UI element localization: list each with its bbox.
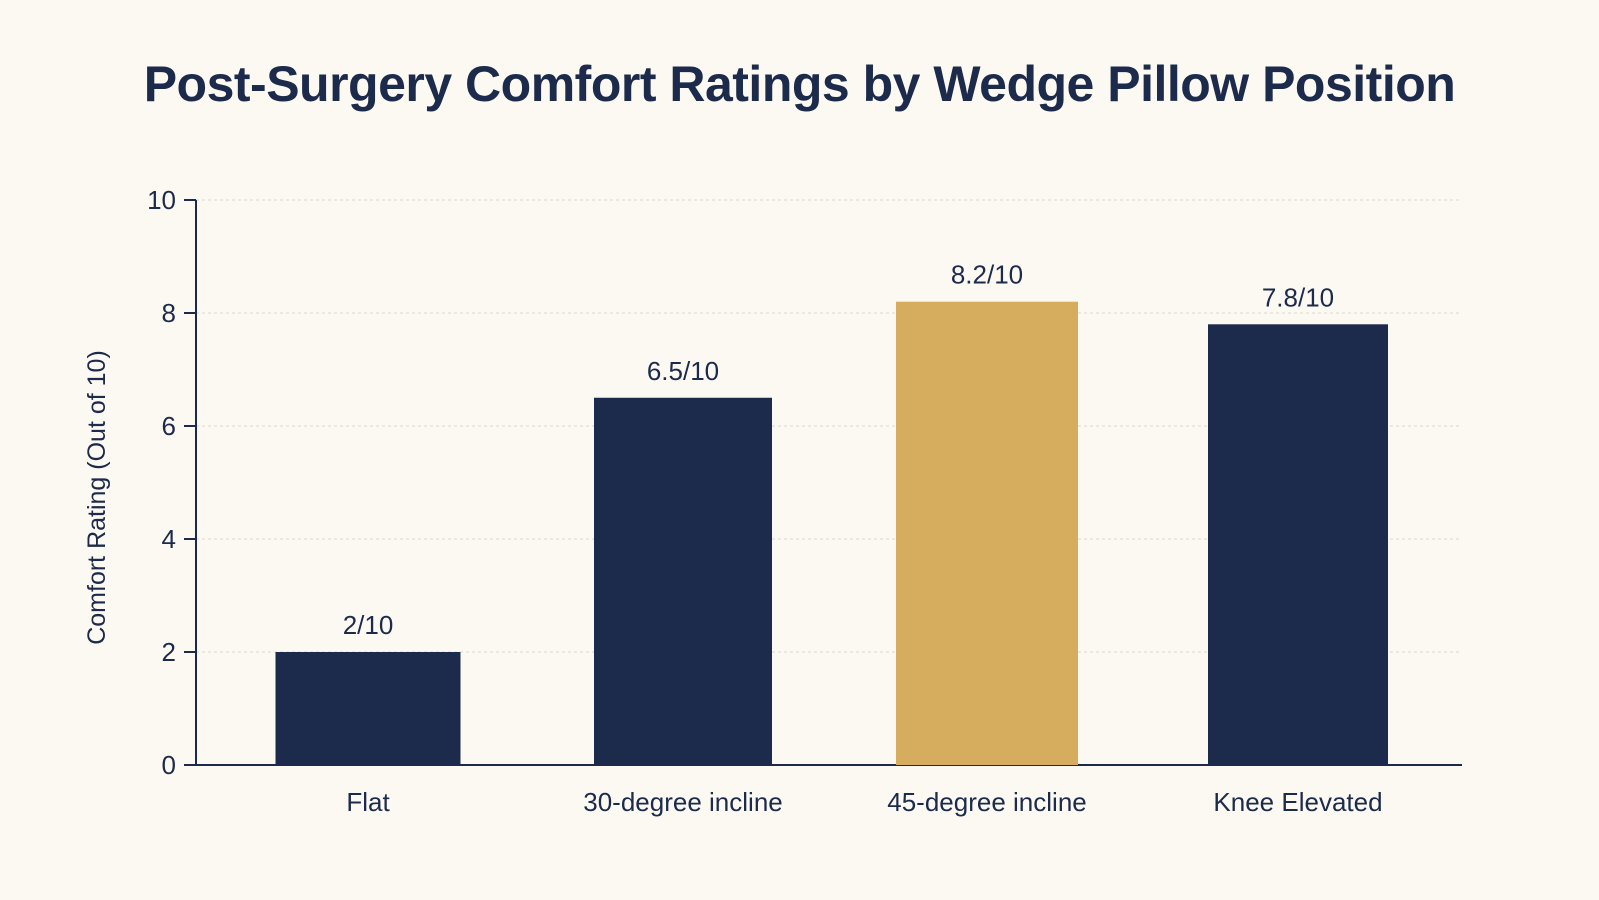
data-label: 8.2/10 <box>951 260 1023 290</box>
data-label: 2/10 <box>343 610 394 640</box>
y-axis-title: Comfort Rating (Out of 10) <box>83 350 111 645</box>
chart-title: Post-Surgery Comfort Ratings by Wedge Pi… <box>143 56 1456 112</box>
y-tick-label: 6 <box>162 411 176 441</box>
data-label: 6.5/10 <box>647 356 719 386</box>
y-tick-label: 8 <box>162 298 176 328</box>
x-category-label: 30-degree incline <box>583 787 782 817</box>
bar-knee-elevated <box>1208 324 1388 765</box>
y-tick-label: 0 <box>162 750 176 780</box>
x-category-label: Flat <box>346 787 390 817</box>
bar-30-degree-incline <box>594 397 772 765</box>
bar-45-degree-incline <box>896 301 1078 765</box>
y-tick-label: 4 <box>162 524 176 554</box>
labels: 0 2 4 6 8 10 2/10 Flat 6.5/10 30-degree incline 8.… <box>147 185 1382 817</box>
x-category-label: Knee Elevated <box>1213 787 1382 817</box>
y-tick-label: 2 <box>162 637 176 667</box>
bars <box>275 301 1388 765</box>
bar-flat <box>275 652 461 765</box>
data-label: 7.8/10 <box>1262 282 1334 312</box>
y-tick-label: 10 <box>147 185 176 215</box>
x-category-label: 45-degree incline <box>887 787 1086 817</box>
